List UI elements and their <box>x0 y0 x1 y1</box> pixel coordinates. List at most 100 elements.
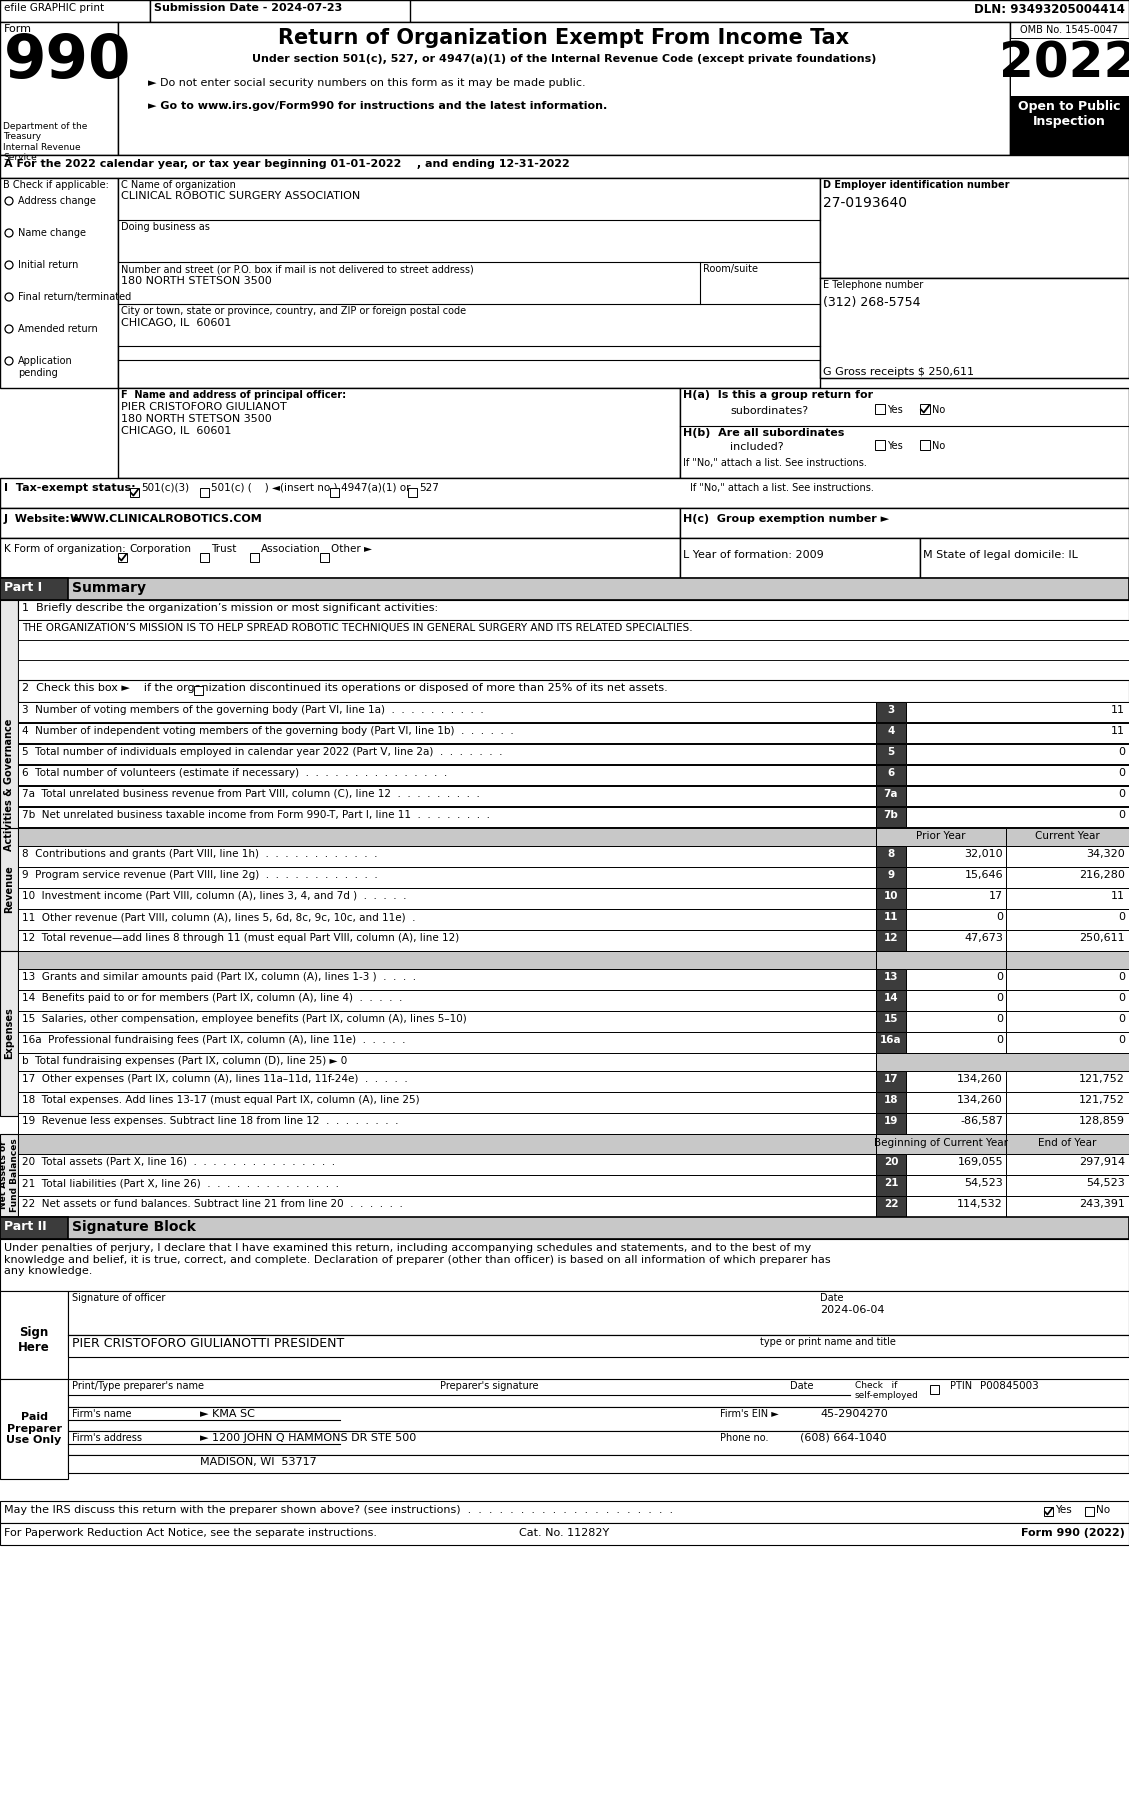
Text: Preparer's signature: Preparer's signature <box>440 1380 539 1391</box>
Bar <box>876 1032 905 1052</box>
Bar <box>1006 969 1129 990</box>
Bar <box>905 1010 1006 1032</box>
Bar <box>680 388 1129 479</box>
Bar <box>905 724 1129 744</box>
Text: Current Year: Current Year <box>1034 831 1100 842</box>
Bar <box>876 766 905 785</box>
Text: 21: 21 <box>884 1177 899 1188</box>
Text: Address change: Address change <box>18 196 96 207</box>
Text: PTIN: PTIN <box>949 1380 972 1391</box>
Bar <box>1006 1010 1129 1032</box>
Text: WWW.CLINICALROBOTICS.COM: WWW.CLINICALROBOTICS.COM <box>70 513 263 524</box>
Text: Application
pending: Application pending <box>18 356 72 377</box>
Text: Firm's name: Firm's name <box>72 1409 131 1419</box>
Bar <box>130 488 139 497</box>
Bar <box>876 909 905 931</box>
Bar <box>905 766 1129 785</box>
Bar <box>1006 867 1129 889</box>
Text: Beginning of Current Year: Beginning of Current Year <box>874 1137 1008 1148</box>
Text: 19  Revenue less expenses. Subtract line 18 from line 12  .  .  .  .  .  .  .  .: 19 Revenue less expenses. Subtract line … <box>21 1116 399 1126</box>
Text: 3  Number of voting members of the governing body (Part VI, line 1a)  .  .  .  .: 3 Number of voting members of the govern… <box>21 706 483 715</box>
Text: 0: 0 <box>1118 767 1124 778</box>
Text: Firm's EIN ►: Firm's EIN ► <box>720 1409 779 1419</box>
Text: 8  Contributions and grants (Part VIII, line 1h)  .  .  .  .  .  .  .  .  .  .  : 8 Contributions and grants (Part VIII, l… <box>21 849 377 860</box>
Bar <box>68 1431 1129 1455</box>
Text: G Gross receipts $ 250,611: G Gross receipts $ 250,611 <box>823 366 974 377</box>
Text: type or print name and title: type or print name and title <box>760 1337 896 1348</box>
Text: Sign
Here: Sign Here <box>18 1326 50 1353</box>
Text: May the IRS discuss this return with the preparer shown above? (see instructions: May the IRS discuss this return with the… <box>5 1506 673 1515</box>
Bar <box>18 1092 876 1114</box>
Bar <box>18 620 1129 640</box>
Text: ► KMA SC: ► KMA SC <box>200 1409 255 1419</box>
Text: Under section 501(c), 527, or 4947(a)(1) of the Internal Revenue Code (except pr: Under section 501(c), 527, or 4947(a)(1)… <box>252 54 876 63</box>
Text: L Year of formation: 2009: L Year of formation: 2009 <box>683 550 824 561</box>
Text: No: No <box>933 441 945 452</box>
Text: Amended return: Amended return <box>18 325 98 334</box>
Text: End of Year: End of Year <box>1038 1137 1096 1148</box>
Bar <box>18 1114 876 1134</box>
Bar <box>119 553 126 562</box>
Bar <box>876 724 905 744</box>
Text: If "No," attach a list. See instructions.: If "No," attach a list. See instructions… <box>683 457 867 468</box>
Text: 4: 4 <box>887 726 894 736</box>
Bar <box>0 827 18 951</box>
Text: (312) 268-5754: (312) 268-5754 <box>823 296 920 308</box>
Bar <box>876 931 905 951</box>
Text: 0: 0 <box>996 992 1003 1003</box>
Bar <box>1006 845 1129 867</box>
Text: A For the 2022 calendar year, or tax year beginning 01-01-2022    , and ending 1: A For the 2022 calendar year, or tax yea… <box>5 160 570 169</box>
Bar <box>18 807 876 827</box>
Text: 20: 20 <box>884 1157 899 1166</box>
Text: Under penalties of perjury, I declare that I have examined this return, includin: Under penalties of perjury, I declare th… <box>5 1243 831 1277</box>
Bar <box>905 889 1006 909</box>
Text: 121,752: 121,752 <box>1079 1074 1124 1085</box>
Bar <box>18 1154 876 1175</box>
Text: 12: 12 <box>884 932 899 943</box>
Text: Phone no.: Phone no. <box>720 1433 769 1442</box>
Text: Part I: Part I <box>5 580 42 593</box>
Text: CHICAGO, IL  60601: CHICAGO, IL 60601 <box>121 317 231 328</box>
Text: 114,532: 114,532 <box>957 1199 1003 1208</box>
Bar <box>1006 990 1129 1010</box>
Bar <box>0 600 18 970</box>
Bar <box>876 845 905 867</box>
Text: Expenses: Expenses <box>5 1007 14 1059</box>
Text: 15  Salaries, other compensation, employee benefits (Part IX, column (A), lines : 15 Salaries, other compensation, employe… <box>21 1014 466 1023</box>
Bar <box>0 1379 68 1478</box>
Bar <box>18 724 876 744</box>
Bar <box>0 1292 68 1379</box>
Text: Trust: Trust <box>211 544 236 553</box>
Text: CLINICAL ROBOTIC SURGERY ASSOCIATION: CLINICAL ROBOTIC SURGERY ASSOCIATION <box>121 190 360 201</box>
Text: 17  Other expenses (Part IX, column (A), lines 11a–11d, 11f-24e)  .  .  .  .  .: 17 Other expenses (Part IX, column (A), … <box>21 1074 408 1085</box>
Text: Doing business as: Doing business as <box>121 221 210 232</box>
Bar <box>905 990 1006 1010</box>
Text: PIER CRISTOFORO GIULIANOTTI PRESIDENT: PIER CRISTOFORO GIULIANOTTI PRESIDENT <box>72 1337 344 1350</box>
Text: 11: 11 <box>1111 726 1124 736</box>
Text: ► Do not enter social security numbers on this form as it may be made public.: ► Do not enter social security numbers o… <box>148 78 586 89</box>
Bar <box>18 744 876 764</box>
Bar <box>1006 889 1129 909</box>
Bar <box>876 1092 905 1114</box>
Text: 3: 3 <box>887 706 894 715</box>
Bar <box>18 1134 876 1154</box>
Bar <box>905 1070 1006 1092</box>
Bar <box>18 785 876 805</box>
Bar <box>905 807 1129 827</box>
Text: 1  Briefly describe the organization’s mission or most significant activities:: 1 Briefly describe the organization’s mi… <box>21 602 438 613</box>
Text: Submission Date - 2024-07-23: Submission Date - 2024-07-23 <box>154 4 342 13</box>
Text: 128,859: 128,859 <box>1079 1116 1124 1126</box>
Bar <box>876 951 1006 969</box>
Text: 0: 0 <box>996 912 1003 922</box>
Text: Check   if
self-employed: Check if self-employed <box>855 1380 919 1400</box>
Text: 11: 11 <box>1111 891 1124 902</box>
Text: 9: 9 <box>887 871 894 880</box>
Bar <box>1006 1114 1129 1134</box>
Text: 54,523: 54,523 <box>1086 1177 1124 1188</box>
Bar <box>18 1010 876 1032</box>
Text: 10: 10 <box>884 891 899 902</box>
Bar <box>876 1195 905 1217</box>
Bar <box>905 969 1006 990</box>
Text: 22  Net assets or fund balances. Subtract line 21 from line 20  .  .  .  .  .  .: 22 Net assets or fund balances. Subtract… <box>21 1199 403 1208</box>
Text: Open to Public
Inspection: Open to Public Inspection <box>1017 100 1120 129</box>
